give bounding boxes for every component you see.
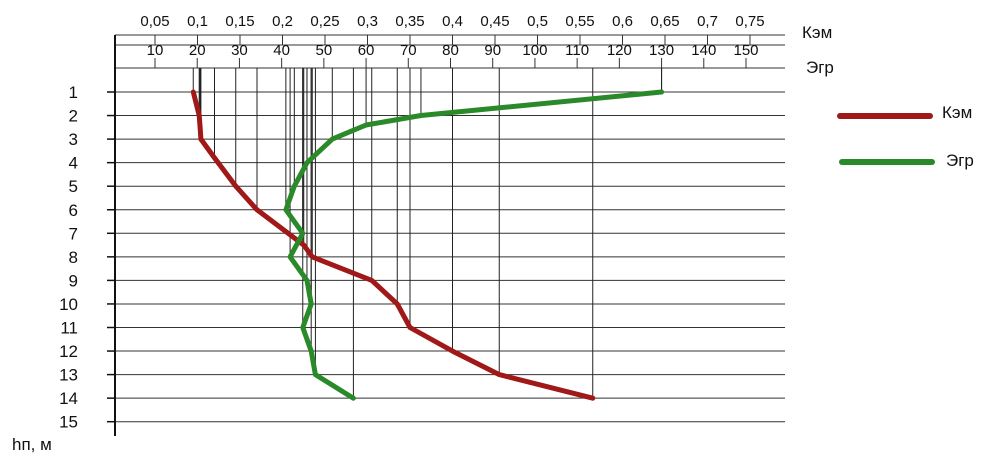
bottom-tick-label: 40: [273, 42, 290, 59]
data-point-egr: [659, 89, 664, 95]
y-tick-label: 3: [69, 130, 78, 149]
gridlines: [115, 34, 785, 423]
top-tick-label: 0,2: [272, 13, 293, 30]
data-point-egr: [308, 348, 314, 354]
y-tick-label: 5: [69, 177, 78, 196]
legend: Кэм Эгр: [837, 103, 974, 170]
top-tick-label: 0,4: [442, 13, 463, 30]
data-point-egr: [313, 372, 318, 377]
top-axis-label: Кэм: [802, 23, 832, 42]
top-tick-label: 0,65: [650, 13, 679, 30]
y-tick-label: 9: [69, 271, 78, 290]
bottom-tick-label: 100: [522, 42, 547, 59]
top-tick-label: 0,1: [187, 13, 208, 30]
data-point-egr: [363, 122, 369, 128]
data-point-egr: [283, 207, 289, 212]
y-tick-label: 8: [69, 248, 78, 267]
y-tick-label: 14: [59, 389, 78, 408]
data-point-egr: [304, 160, 310, 165]
top-tick-label: 0,25: [310, 13, 339, 30]
data-point-kem: [212, 155, 217, 161]
data-point-kem: [407, 325, 413, 330]
data-point-egr: [300, 231, 305, 236]
data-point-egr: [292, 184, 297, 189]
data-point-kem: [198, 136, 204, 142]
legend-label-egr: Эгр: [946, 151, 974, 170]
top-tick-label: 0,45: [480, 13, 509, 30]
data-point-kem: [395, 301, 400, 307]
series-layer: [190, 89, 665, 401]
bottom-tick-label: 30: [231, 42, 248, 59]
bottom-tick-label: 10: [147, 42, 164, 59]
top-tick-label: 0,05: [140, 13, 169, 30]
y-tick-label: 2: [69, 107, 78, 126]
y-tick-label: 11: [60, 319, 78, 338]
bottom-axis-ticks: 10 20 30 40 50 60 70 80 90 100 110 120 130 140 150: [147, 42, 759, 68]
axes: [107, 35, 116, 436]
y-tick-label: 13: [59, 366, 78, 385]
bottom-tick-label: 60: [358, 42, 375, 59]
top-tick-label: 0,75: [735, 13, 764, 30]
data-point-egr: [308, 301, 314, 307]
y-tick-label: 10: [59, 295, 78, 314]
data-point-kem: [191, 89, 196, 95]
x-reference-lines: [192, 68, 663, 399]
bottom-tick-label: 80: [442, 42, 459, 59]
data-point-kem: [301, 242, 306, 248]
top-axis-ticks: 0,05 0,1 0,15 0,2 0,25 0,3 0,35 0,4 0,45 0,5 0,55 0…: [140, 13, 765, 45]
top-tick-label: 0,5: [527, 13, 548, 30]
bottom-tick-label: 20: [189, 42, 206, 59]
top-tick-label: 0,15: [225, 13, 254, 30]
data-point-kem: [369, 278, 374, 283]
bottom-tick-label: 140: [691, 42, 716, 59]
bottom-tick-label: 130: [649, 42, 674, 59]
y-tick-label: 6: [69, 201, 78, 220]
bottom-tick-label: 110: [565, 42, 589, 59]
top-tick-label: 0,7: [697, 13, 718, 30]
series-line-egr: [283, 89, 665, 401]
bottom-tick-label: 120: [607, 42, 632, 59]
data-point-egr: [300, 325, 305, 330]
data-point-kem: [310, 254, 315, 260]
data-point-kem: [450, 348, 455, 354]
y-axis-label: hп, м: [12, 435, 52, 454]
bottom-axis-label: Эгр: [806, 58, 834, 77]
data-point-kem: [497, 372, 502, 377]
bottom-tick-label: 70: [400, 42, 417, 59]
y-tick-label: 4: [69, 154, 78, 173]
legend-label-kem: Кэм: [942, 103, 972, 122]
data-point-kem: [197, 125, 203, 130]
y-tick-label: 12: [59, 342, 78, 361]
data-point-kem: [233, 184, 238, 189]
data-point-egr: [304, 278, 310, 283]
bottom-tick-label: 150: [733, 42, 758, 59]
y-tick-label: 7: [69, 224, 78, 243]
bottom-tick-label: 90: [484, 42, 501, 59]
data-point-kem: [254, 207, 260, 212]
y-tick-label: 1: [69, 83, 78, 102]
top-tick-label: 0,3: [357, 13, 378, 30]
data-point-kem: [197, 113, 202, 118]
y-tick-label: 15: [59, 413, 78, 432]
data-point-egr: [330, 136, 335, 142]
series-line-kem: [190, 89, 596, 401]
data-point-egr: [351, 395, 356, 401]
data-point-kem: [590, 395, 595, 401]
bottom-tick-label: 50: [316, 42, 333, 59]
data-point-egr: [418, 113, 424, 118]
top-tick-label: 0,6: [612, 13, 633, 30]
top-tick-label: 0,35: [395, 13, 424, 30]
data-point-egr: [287, 254, 293, 260]
top-tick-label: 0,55: [565, 13, 594, 30]
